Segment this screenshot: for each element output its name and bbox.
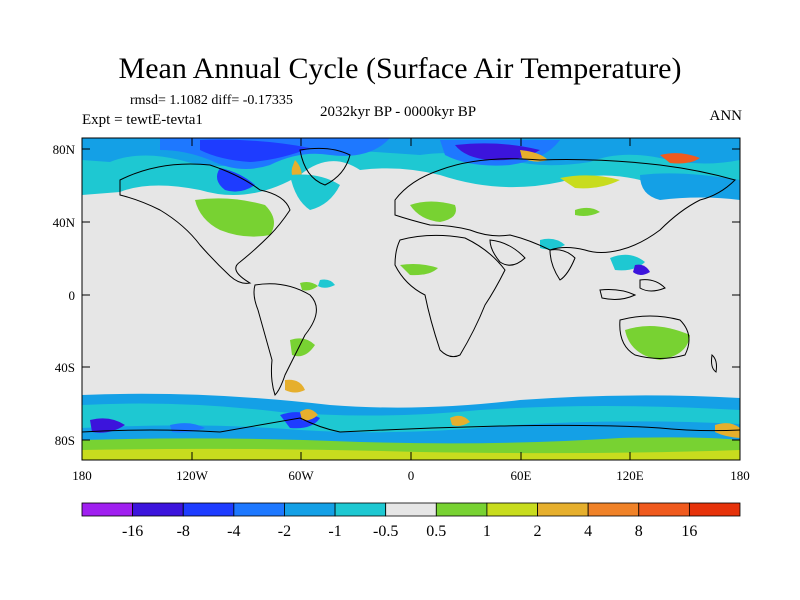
colorbar-label-1: -8 (177, 523, 190, 540)
colorbar-box-1 (132, 502, 184, 517)
colorbar-label-4: -1 (328, 523, 341, 540)
positive-anomaly-patches (195, 198, 690, 393)
colorbar-box-0 (81, 502, 134, 517)
colorbar-box-10 (587, 502, 640, 517)
season-label: ANN (709, 108, 743, 124)
colorbar-label-8: 2 (534, 523, 542, 540)
lon-label-0: 0 (408, 468, 415, 483)
colorbar-box-5 (334, 502, 387, 517)
lat-label-80n: 80N (53, 142, 76, 157)
lon-label-180w: 180 (72, 468, 92, 483)
lat-label-0: 0 (69, 288, 76, 303)
lon-label-180e: 180 (730, 468, 750, 483)
colorbar-label-2: -4 (227, 523, 240, 540)
experiment-label: Expt = tewtE-tevta1 (82, 112, 203, 128)
colorbar-label-11: 16 (681, 523, 697, 540)
lon-ticks (81, 138, 741, 460)
colorbar-box-12 (688, 502, 741, 517)
lon-label-60e: 60E (511, 468, 532, 483)
colorbar-box-8 (486, 502, 538, 517)
map-title: Mean Annual Cycle (Surface Air Temperatu… (118, 52, 682, 85)
colorbar-label-3: -2 (278, 523, 291, 540)
lat-label-40s: 40S (55, 360, 75, 375)
colorbar-box-2 (182, 502, 235, 517)
lon-label-120w: 120W (176, 468, 209, 483)
colorbar-box-9 (537, 502, 589, 517)
colorbar-labels: -16 -8 -4 -2 -1 -0.5 0.5 1 2 4 8 16 (122, 523, 697, 540)
lon-label-120e: 120E (616, 468, 644, 483)
colorbar-box-4 (284, 502, 336, 517)
colorbar-label-0: -16 (122, 523, 143, 540)
antarctic-anomaly-field (82, 393, 740, 460)
lon-label-60w: 60W (288, 468, 314, 483)
colorbar-label-5: -0.5 (373, 523, 398, 540)
coastlines (81, 147, 741, 433)
colorbar-box-3 (233, 502, 285, 517)
colorbar (81, 502, 741, 517)
colorbar-label-9: 4 (584, 523, 592, 540)
colorbar-box-7 (435, 502, 488, 517)
lat-ticks (82, 148, 740, 441)
colorbar-label-6: 0.5 (426, 523, 446, 540)
lat-label-40n: 40N (53, 215, 76, 230)
colorbar-box-11 (638, 502, 690, 517)
rmsd-diff-stats: rmsd= 1.1082 diff= -0.17335 (130, 93, 293, 108)
period-label: 2032kyr BP - 0000kyr BP (320, 104, 477, 120)
colorbar-box-6 (385, 502, 437, 517)
colorbar-label-10: 8 (635, 523, 643, 540)
lat-label-80s: 80S (55, 433, 75, 448)
colorbar-label-7: 1 (483, 523, 491, 540)
